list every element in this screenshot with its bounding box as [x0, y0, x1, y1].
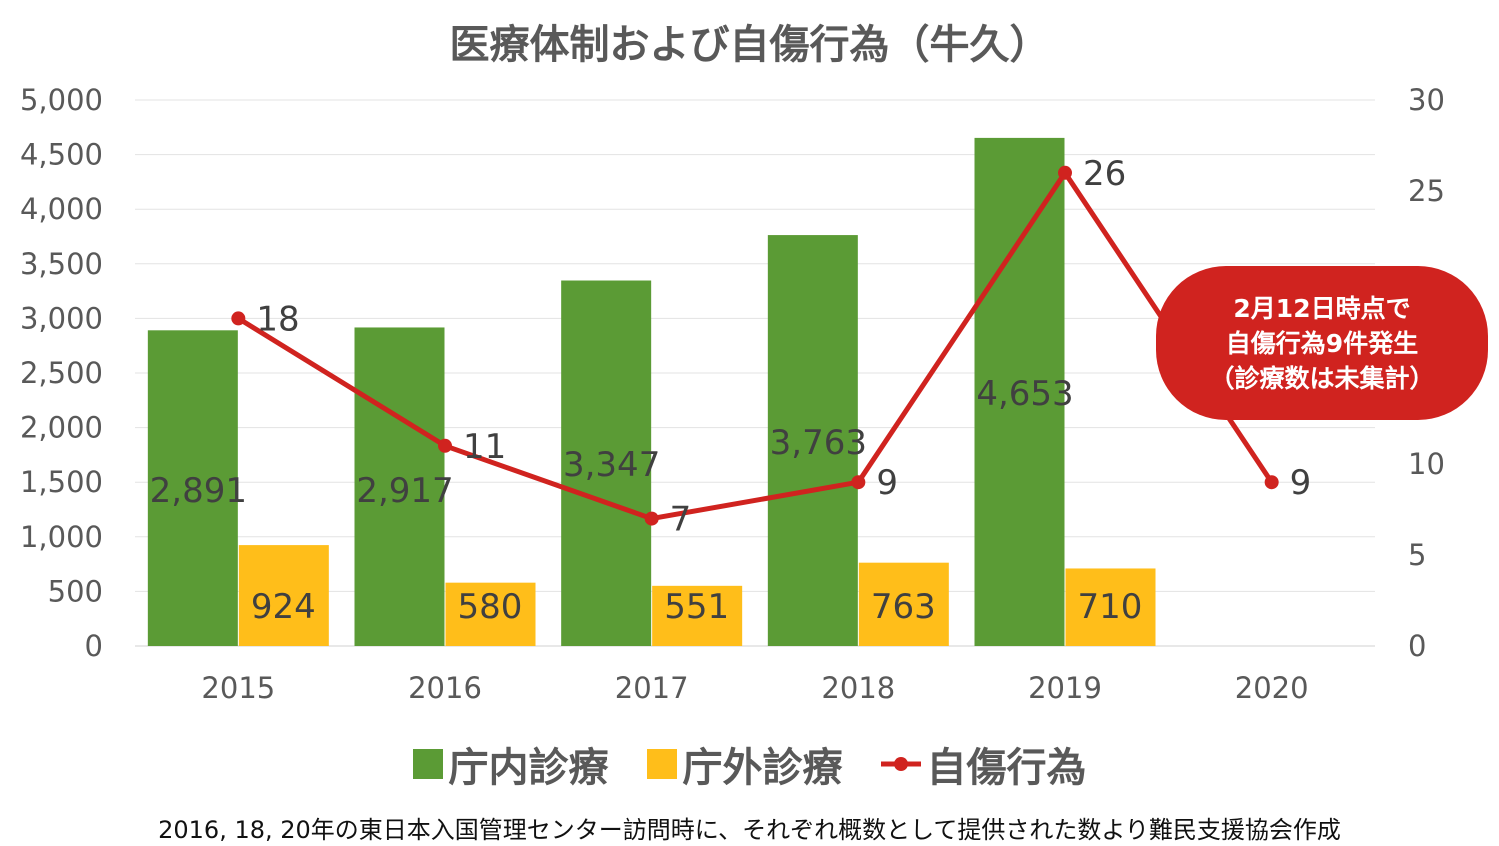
- legend-line-marker: [880, 757, 921, 771]
- data-label-inhouse: 3,347: [563, 445, 660, 485]
- data-label-outside: 710: [1078, 587, 1143, 627]
- left-tick-label: 1,500: [20, 465, 103, 499]
- bar-inhouse: [974, 137, 1065, 646]
- legend-label: 庁内診療: [448, 745, 609, 791]
- left-tick-label: 3,000: [20, 301, 103, 335]
- chart-title: 医療体制および自傷行為（牛久）: [449, 22, 1050, 68]
- bar-outside: [238, 545, 329, 646]
- data-label-self-harm: 7: [670, 500, 692, 540]
- data-label-outside: 763: [871, 587, 936, 627]
- left-tick-label: 1,000: [20, 520, 103, 554]
- bar-inhouse: [767, 235, 858, 647]
- data-label-outside: 551: [664, 587, 729, 627]
- legend-swatch: [412, 749, 443, 779]
- x-tick-label: 2015: [201, 671, 275, 705]
- left-tick-label: 2,000: [20, 411, 103, 445]
- right-tick-label: 10: [1408, 447, 1445, 481]
- line-point: [1264, 475, 1279, 490]
- data-label-inhouse: 2,891: [150, 471, 247, 511]
- data-label-self-harm: 18: [256, 299, 299, 339]
- right-tick-label: 5: [1408, 538, 1426, 572]
- legend-item: 庁外診療: [646, 735, 843, 793]
- left-tick-label: 2,500: [20, 356, 103, 390]
- data-label-outside: 580: [458, 587, 523, 627]
- line-self-harm: [237, 170, 1274, 522]
- line-point: [231, 311, 246, 326]
- bar-outside: [858, 562, 949, 646]
- data-label-self-harm: 9: [876, 463, 898, 503]
- bar-outside: [1065, 568, 1156, 646]
- left-tick-label: 3,500: [20, 247, 103, 281]
- line-point: [1058, 165, 1072, 180]
- bar-outside: [652, 585, 743, 646]
- left-tick-label: 0: [85, 629, 103, 663]
- x-tick-label: 2018: [821, 671, 895, 705]
- data-label-inhouse: 3,763: [770, 423, 867, 463]
- left-tick-label: 4,500: [20, 138, 103, 172]
- x-tick-label: 2016: [408, 671, 482, 705]
- annotation-line: 自傷行為9件発生: [1225, 328, 1419, 358]
- line-point: [438, 438, 452, 453]
- data-label-inhouse: 4,653: [976, 374, 1073, 414]
- left-tick-label: 5,000: [20, 83, 103, 117]
- legend-item: 庁内診療: [412, 735, 609, 793]
- left-tick-label: 500: [48, 574, 103, 608]
- annotation-line: （診療数は未集計）: [1209, 363, 1435, 393]
- annotation-callout: 2月12日時点で 自傷行為9件発生 （診療数は未集計）: [1156, 266, 1488, 420]
- right-tick-label: 30: [1408, 83, 1445, 117]
- right-tick-label: 25: [1408, 174, 1445, 208]
- x-tick-label: 2020: [1235, 671, 1309, 705]
- source-note: 2016, 18, 20年の東日本入国管理センター訪問時に、それぞれ概数として提…: [158, 816, 1341, 844]
- x-tick-label: 2019: [1028, 671, 1102, 705]
- data-label-inhouse: 2,917: [356, 471, 453, 511]
- data-label-self-harm: 11: [463, 427, 506, 467]
- legend-item: 自傷行為: [880, 735, 1087, 793]
- legend-label: 自傷行為: [926, 745, 1087, 791]
- right-tick-label: 0: [1408, 629, 1426, 663]
- data-label-self-harm: 9: [1290, 463, 1312, 503]
- x-tick-label: 2017: [615, 671, 689, 705]
- left-tick-label: 4,000: [20, 192, 103, 226]
- line-point: [851, 475, 866, 490]
- data-label-self-harm: 26: [1083, 154, 1126, 194]
- legend-label: 庁外診療: [682, 745, 843, 791]
- bar-inhouse: [147, 330, 238, 646]
- bar-inhouse: [561, 280, 652, 646]
- data-label-outside: 924: [251, 587, 316, 627]
- legend-swatch: [646, 749, 677, 779]
- annotation-line: 2月12日時点で: [1233, 293, 1411, 323]
- bar-inhouse: [354, 327, 445, 646]
- legend: 庁内診療 庁外診療 自傷行為: [0, 735, 1499, 793]
- bar-outside: [445, 582, 536, 646]
- line-point: [644, 511, 659, 526]
